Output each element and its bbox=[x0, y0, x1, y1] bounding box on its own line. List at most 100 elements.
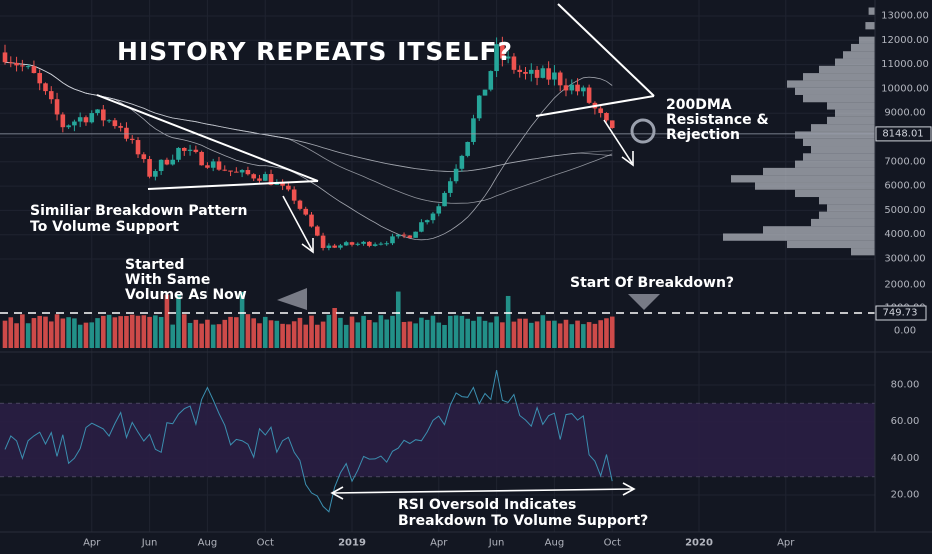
candle-body bbox=[14, 62, 19, 66]
volume-bar bbox=[141, 315, 147, 348]
volume-bar bbox=[101, 315, 106, 348]
volume-profile-bin bbox=[723, 233, 875, 241]
candle-body bbox=[523, 71, 528, 74]
candle-body bbox=[471, 118, 476, 142]
candle-body bbox=[176, 147, 181, 160]
candle-body bbox=[552, 72, 557, 80]
candle-body bbox=[436, 206, 442, 214]
candle-body bbox=[384, 243, 389, 245]
annotation-line: Similiar Breakdown Pattern bbox=[30, 203, 247, 219]
candle-body bbox=[262, 174, 268, 181]
price-candles bbox=[2, 36, 615, 251]
candle-body bbox=[557, 72, 563, 86]
volume-profile-bin bbox=[755, 182, 875, 190]
volume-bar bbox=[546, 320, 551, 348]
candle-body bbox=[609, 120, 615, 129]
candle-body bbox=[257, 178, 262, 181]
candle-body bbox=[569, 84, 575, 91]
candle-body bbox=[309, 214, 314, 227]
annotation-200dma: 200DMA Resistance & Rejection bbox=[666, 97, 769, 143]
volume-bar bbox=[72, 318, 77, 348]
candle-body bbox=[205, 165, 210, 168]
candle-body bbox=[181, 147, 187, 151]
price-tick-label: 10000.00 bbox=[881, 83, 929, 94]
volume-bar bbox=[367, 319, 372, 348]
volume-bar bbox=[401, 321, 407, 348]
volume-bar bbox=[424, 319, 430, 348]
candle-body bbox=[101, 109, 106, 121]
candle-body bbox=[540, 68, 546, 78]
candle-body bbox=[407, 235, 413, 238]
candle-body bbox=[430, 213, 436, 221]
candle-body bbox=[367, 241, 372, 246]
volume-bar bbox=[222, 319, 228, 348]
candle-body bbox=[20, 65, 25, 67]
x-tick-label: 2020 bbox=[685, 538, 713, 549]
volume-profile-bin bbox=[787, 240, 875, 249]
moving-average-line bbox=[4, 61, 613, 172]
annotation-line: Volume As Now bbox=[125, 287, 247, 303]
candle-body bbox=[25, 66, 31, 68]
volume-bar bbox=[205, 319, 210, 348]
volume-bar bbox=[534, 321, 540, 348]
volume-bar bbox=[14, 323, 19, 348]
volume-profile-bin bbox=[851, 43, 875, 52]
candle-body bbox=[66, 125, 71, 128]
rejection-circle bbox=[630, 118, 656, 144]
candle-body bbox=[239, 170, 245, 173]
volume-bar bbox=[297, 317, 303, 348]
volume-bar bbox=[540, 315, 546, 348]
candle-body bbox=[505, 56, 511, 59]
moving-average-line bbox=[4, 61, 613, 172]
candle-body bbox=[60, 114, 66, 128]
price-tick-label: 12000.00 bbox=[881, 35, 929, 46]
volume-bar bbox=[442, 324, 447, 348]
candle-body bbox=[598, 108, 603, 113]
volume-bar bbox=[326, 314, 332, 348]
volume-bar bbox=[31, 318, 37, 348]
volume-profile-bin bbox=[803, 138, 875, 147]
volume-bar bbox=[557, 323, 563, 348]
candle-body bbox=[147, 159, 152, 177]
volume-bar bbox=[500, 322, 505, 348]
candle-body bbox=[228, 170, 233, 172]
candle-body bbox=[8, 62, 14, 64]
volume-bar bbox=[609, 316, 615, 348]
volume-profile-bin bbox=[851, 248, 875, 256]
candle-body bbox=[153, 171, 158, 177]
candle-body bbox=[164, 159, 170, 165]
volume-profile-bin bbox=[819, 211, 875, 219]
volume-bar bbox=[372, 322, 378, 348]
volume-bar bbox=[459, 315, 465, 348]
volume-profile-bin bbox=[803, 94, 875, 103]
breakdown-arrow-2018-head bbox=[301, 238, 314, 254]
volume-triangle-right bbox=[628, 294, 660, 310]
candle-body bbox=[604, 112, 609, 121]
candle-body bbox=[528, 69, 534, 74]
price-tick-label: 9000.00 bbox=[884, 108, 925, 119]
volume-profile-bin bbox=[859, 36, 875, 44]
x-tick-label: Aug bbox=[198, 538, 218, 549]
candle-body bbox=[124, 127, 129, 139]
volume-bar bbox=[349, 316, 355, 348]
volume-bar bbox=[320, 321, 326, 348]
candle-body bbox=[395, 234, 401, 237]
volume-profile-bin bbox=[827, 116, 875, 125]
volume-bar bbox=[48, 321, 54, 348]
volume-marker-tag bbox=[875, 305, 927, 321]
candle-body bbox=[488, 71, 494, 90]
rsi-overbought-oversold-band bbox=[0, 403, 875, 477]
volume-bar bbox=[158, 316, 164, 348]
x-tick-label: Apr bbox=[430, 538, 448, 549]
volume-bar bbox=[291, 321, 297, 348]
volume-bar bbox=[471, 320, 476, 348]
volume-profile bbox=[723, 7, 875, 256]
volume-bar bbox=[309, 315, 314, 348]
volume-marker-label: 749.73 bbox=[883, 308, 918, 319]
candle-body bbox=[274, 183, 280, 185]
candle-body bbox=[453, 168, 459, 182]
candle-body bbox=[401, 234, 407, 236]
candle-body bbox=[534, 69, 540, 78]
rsi-tick-label: 80.00 bbox=[891, 380, 920, 391]
volume-bar bbox=[332, 308, 337, 348]
